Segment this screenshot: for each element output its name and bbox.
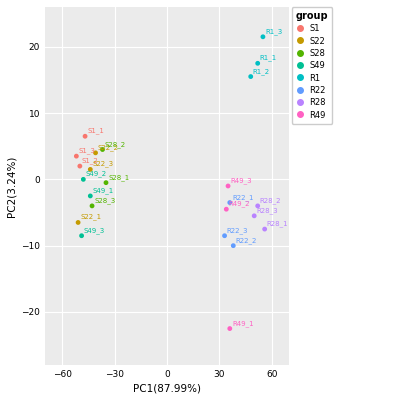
- Text: R1_3: R1_3: [265, 28, 282, 35]
- Point: [89, 203, 95, 209]
- Point: [99, 146, 106, 153]
- Point: [92, 150, 99, 156]
- Text: S22_1: S22_1: [80, 214, 101, 220]
- Text: S28_3: S28_3: [94, 197, 115, 204]
- Text: R28_2: R28_2: [260, 197, 281, 204]
- Point: [78, 232, 85, 239]
- Point: [227, 325, 233, 332]
- Text: R22_2: R22_2: [235, 237, 257, 244]
- Point: [221, 232, 228, 239]
- Point: [227, 199, 233, 206]
- Text: S49_2: S49_2: [86, 171, 107, 177]
- Text: S49_1: S49_1: [92, 187, 114, 194]
- Text: R28_1: R28_1: [267, 220, 288, 227]
- Text: S1_1: S1_1: [87, 128, 104, 134]
- Point: [225, 183, 231, 189]
- Text: S1_3: S1_3: [78, 148, 95, 154]
- Text: R49_3: R49_3: [230, 177, 252, 184]
- Point: [77, 163, 83, 169]
- X-axis label: PC1(87.99%): PC1(87.99%): [133, 383, 201, 393]
- Point: [251, 213, 257, 219]
- Text: S49_3: S49_3: [84, 227, 105, 234]
- Point: [230, 242, 236, 249]
- Text: R1_1: R1_1: [260, 54, 277, 61]
- Text: R1_2: R1_2: [253, 68, 270, 74]
- Point: [255, 60, 261, 66]
- Text: R22_1: R22_1: [232, 194, 253, 200]
- Point: [223, 206, 229, 212]
- Point: [80, 176, 86, 182]
- Text: S22_3: S22_3: [92, 161, 114, 168]
- Point: [75, 219, 81, 226]
- Text: R22_3: R22_3: [227, 227, 248, 234]
- Point: [261, 226, 268, 232]
- Point: [87, 166, 93, 173]
- Point: [87, 193, 93, 199]
- Point: [73, 153, 80, 159]
- Y-axis label: PC2(3.24%): PC2(3.24%): [7, 155, 17, 217]
- Text: S28_1: S28_1: [108, 174, 129, 181]
- Point: [103, 180, 109, 186]
- Point: [260, 34, 266, 40]
- Point: [248, 73, 254, 80]
- Point: [82, 133, 88, 140]
- Text: S28_2: S28_2: [105, 141, 126, 148]
- Text: R28_3: R28_3: [256, 207, 278, 214]
- Text: S22_2: S22_2: [98, 144, 119, 151]
- Text: S1_2: S1_2: [82, 157, 99, 164]
- Text: R49_1: R49_1: [232, 320, 253, 326]
- Point: [255, 203, 261, 209]
- Legend: S1, S22, S28, S49, R1, R22, R28, R49: S1, S22, S28, S49, R1, R22, R28, R49: [291, 7, 333, 124]
- Text: R49_2: R49_2: [228, 200, 250, 207]
